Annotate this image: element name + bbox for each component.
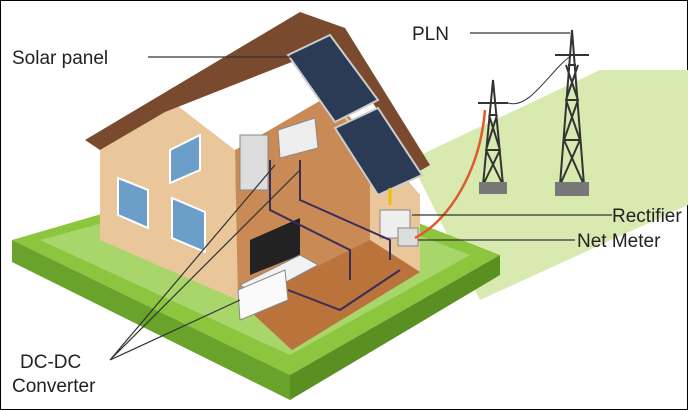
label: PLN xyxy=(412,24,449,45)
label: Solar panel xyxy=(12,48,108,69)
cabinet xyxy=(240,135,268,190)
label: Net Meter xyxy=(577,231,661,252)
diagram: Solar panel PLN Rectifier Net Meter DC-D… xyxy=(0,0,688,410)
label: Rectifier xyxy=(612,206,682,227)
label: Converter xyxy=(12,376,96,397)
tower-base xyxy=(479,182,507,194)
tower-base xyxy=(555,182,589,196)
label: DC-DC xyxy=(20,352,81,373)
